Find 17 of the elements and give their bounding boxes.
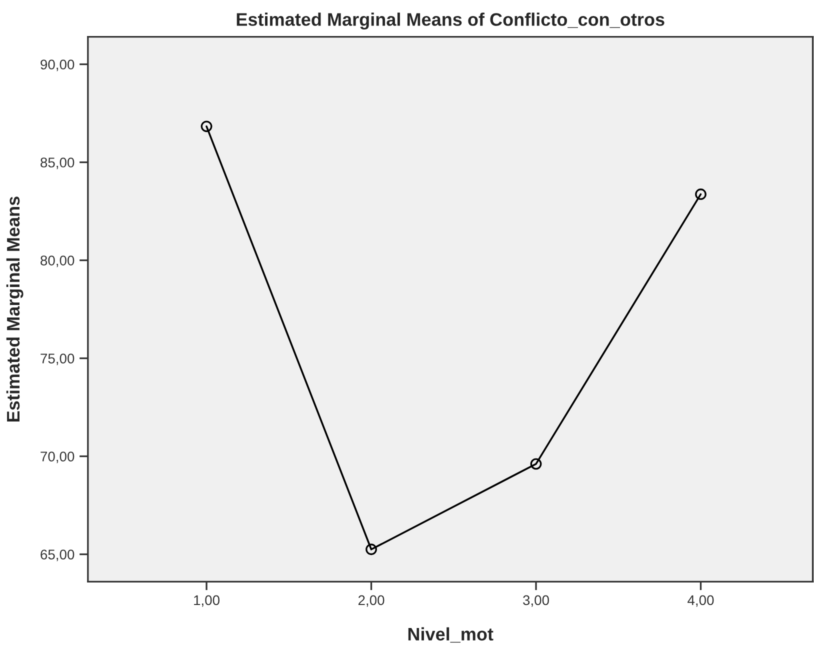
point — [200, 120, 212, 132]
y-tick-label: 85,00 — [40, 158, 74, 170]
y-tick-label: 65,00 — [40, 550, 74, 562]
y-tick-label: 70,00 — [40, 452, 74, 464]
x-tick-label: 4,00 — [688, 595, 714, 607]
point — [366, 544, 377, 556]
x-axis-title: Nivel_mot — [408, 627, 494, 643]
x-tick-label: 1,00 — [194, 595, 220, 607]
x-tick-label: 3,00 — [523, 595, 549, 607]
y-axis-title: Estimated Marginal Means — [6, 196, 24, 422]
y-tick-label: 80,00 — [40, 256, 74, 268]
point — [695, 188, 706, 200]
chart-title: Estimated Marginal Means of Conflicto_con_otros — [236, 12, 664, 30]
y-tick-label: 90,00 — [40, 60, 74, 72]
y-tick-label: 75,00 — [40, 354, 74, 366]
x-tick-label: 2,00 — [358, 595, 384, 607]
point — [530, 458, 542, 470]
